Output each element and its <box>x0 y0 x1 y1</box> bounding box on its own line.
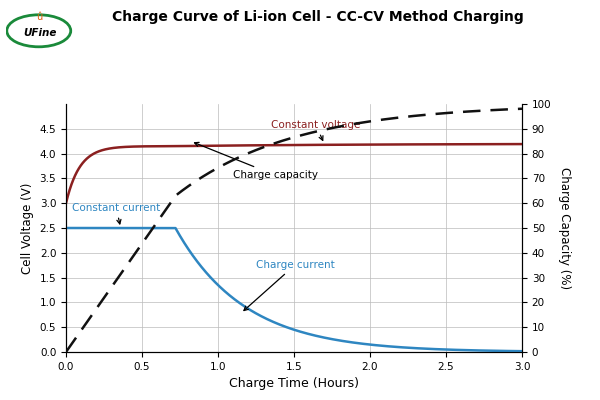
Y-axis label: Charge Capacity (%): Charge Capacity (%) <box>558 167 571 289</box>
X-axis label: Charge Time (Hours): Charge Time (Hours) <box>229 377 359 390</box>
Text: Charge Curve of Li-ion Cell - CC-CV Method Charging: Charge Curve of Li-ion Cell - CC-CV Meth… <box>112 10 524 24</box>
Text: Charge capacity: Charge capacity <box>194 142 318 180</box>
Text: û: û <box>35 12 42 22</box>
Text: Constant voltage: Constant voltage <box>271 120 361 140</box>
Text: Charge current: Charge current <box>244 260 335 310</box>
Y-axis label: Cell Voltage (V): Cell Voltage (V) <box>21 182 34 274</box>
Text: Constant current: Constant current <box>72 203 160 224</box>
Text: UFine: UFine <box>23 28 57 38</box>
